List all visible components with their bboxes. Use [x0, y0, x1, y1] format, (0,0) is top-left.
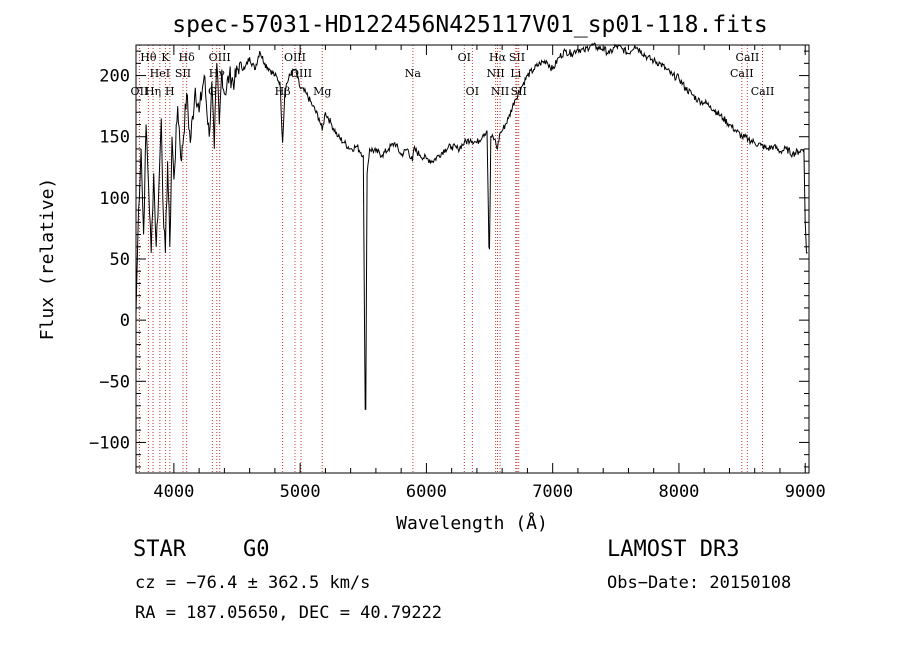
line-label-3: HeI: [150, 67, 170, 80]
line-label-1: OII: [131, 85, 149, 98]
y-tick-label-2: 0: [120, 311, 130, 331]
line-label-26: CaII: [751, 85, 775, 98]
x-tick-label-2: 6000: [406, 482, 447, 502]
x-axis-label: Wavelength (Å): [396, 512, 548, 534]
spectrum-series: [135, 42, 808, 410]
line-label-5: H: [165, 85, 175, 98]
redshift-line: cz = −76.4 ± 362.5 km/s: [135, 573, 371, 593]
spectral-subclass: G0: [243, 537, 270, 562]
line-label-22: Li: [510, 67, 521, 80]
line-label-18: Hα: [489, 51, 507, 64]
y-tick-label-1: −50: [99, 372, 130, 392]
line-label-16: OI: [458, 51, 471, 64]
series-line-0: [135, 42, 808, 410]
x-tick-label-4: 8000: [658, 482, 699, 502]
x-tick-label-1: 5000: [280, 482, 321, 502]
line-label-8: OIII: [209, 51, 231, 64]
x-tick-label-3: 7000: [532, 482, 573, 502]
line-label-0: Hθ: [140, 51, 157, 64]
ra-dec-coordinates: RA = 187.05650, DEC = 40.79222: [135, 603, 443, 623]
y-tick-label-6: 200: [99, 67, 130, 87]
line-label-15: Na: [405, 67, 422, 80]
line-label-21: SII: [509, 51, 525, 64]
line-label-19: NII: [486, 67, 504, 80]
line-label-17: OI: [466, 85, 479, 98]
x-tick-label-5: 9000: [785, 482, 826, 502]
line-label-2: Hη: [145, 85, 161, 98]
y-axis-label: Flux (relative): [37, 178, 58, 341]
y-axis: −100 −50 0 50 100 150 200: [89, 50, 809, 468]
line-label-6: Hδ: [179, 51, 196, 64]
line-label-4: K: [161, 51, 170, 64]
y-tick-label-3: 50: [110, 250, 130, 270]
line-label-24: CaII: [730, 67, 754, 80]
y-tick-label-0: −100: [89, 433, 130, 453]
line-label-25: CaII: [736, 51, 760, 64]
x-axis: 4000 5000 6000 7000 8000 9000: [153, 45, 826, 502]
x-tick-label-0: 4000: [153, 482, 194, 502]
chart-title: spec-57031-HD122456N425117V01_sp01-118.f…: [172, 12, 767, 38]
line-label-11: Hβ: [275, 85, 291, 98]
object-class: STAR: [133, 537, 186, 562]
y-tick-label-4: 100: [99, 189, 130, 209]
survey-name: LAMOST DR3: [607, 537, 740, 562]
y-tick-label-5: 150: [99, 128, 130, 148]
line-label-7: SII: [175, 67, 191, 80]
line-label-14: Mg: [313, 85, 331, 98]
line-label-20: NII: [491, 85, 509, 98]
line-label-12: OIII: [284, 51, 306, 64]
observation-date: Obs−Date: 20150108: [607, 573, 792, 593]
